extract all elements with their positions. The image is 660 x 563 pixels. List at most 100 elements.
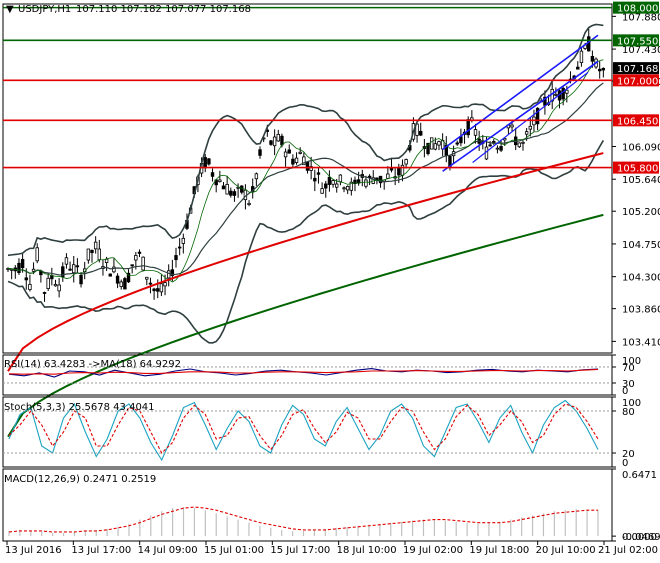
ma-red-line bbox=[7, 152, 604, 372]
rsi-frame bbox=[2, 354, 613, 396]
candle-body bbox=[159, 283, 164, 293]
candle-body bbox=[324, 183, 328, 189]
level-tag bbox=[613, 34, 659, 47]
time-tick-label: 13 Jul 2016 bbox=[5, 545, 62, 556]
stoch-tick-label: 100 bbox=[622, 398, 641, 409]
candle-body bbox=[57, 284, 61, 292]
time-tick-label: 14 Jul 09:00 bbox=[138, 545, 198, 556]
candle-body bbox=[459, 136, 463, 144]
candle-body bbox=[327, 176, 332, 185]
time-tick-label: 13 Jul 17:00 bbox=[71, 545, 131, 556]
candle-body bbox=[579, 50, 584, 64]
current-price-label: 107.168 bbox=[617, 64, 658, 75]
candle-body bbox=[108, 273, 112, 277]
candle-body bbox=[419, 130, 423, 136]
candle-body bbox=[68, 268, 72, 271]
candle-body bbox=[400, 164, 405, 176]
candle-body bbox=[79, 274, 83, 285]
fast-ma bbox=[7, 59, 604, 283]
candle-body bbox=[130, 264, 134, 267]
bollinger-lower bbox=[7, 140, 605, 344]
candle-body bbox=[437, 141, 441, 146]
stoch-label: Stoch(5,3,3) 25.5678 43.4041 bbox=[4, 402, 155, 413]
macd-tick-label: 0.0000 bbox=[622, 532, 657, 543]
candle-body bbox=[517, 142, 522, 148]
candle-body bbox=[331, 180, 335, 185]
candle-body bbox=[302, 156, 306, 166]
candle-body bbox=[466, 119, 470, 136]
price-tick-label: 106.090 bbox=[622, 143, 660, 154]
candle-body bbox=[499, 146, 503, 151]
candle-body bbox=[375, 177, 379, 181]
candle-body bbox=[35, 247, 39, 262]
candle-body bbox=[316, 172, 321, 175]
time-tick-label: 21 Jul 02:00 bbox=[598, 545, 658, 556]
candle-body bbox=[141, 256, 145, 271]
candle-body bbox=[46, 277, 50, 289]
candle-body bbox=[221, 185, 226, 190]
candle-body bbox=[72, 264, 76, 274]
candle-body bbox=[247, 202, 251, 205]
candle-body bbox=[291, 158, 295, 165]
stoch-frame bbox=[2, 396, 613, 468]
price-tick-label: 104.750 bbox=[622, 240, 660, 251]
price-tick-label: 107.430 bbox=[622, 45, 660, 56]
rsi-tick-label: 100 bbox=[622, 356, 641, 367]
symbol-title: USDJPY,H1 bbox=[18, 4, 71, 15]
time-tick-label: 19 Jul 02:00 bbox=[403, 545, 463, 556]
candle-body bbox=[510, 124, 514, 128]
time-tick-label: 19 Jul 18:00 bbox=[469, 545, 529, 556]
candle-body bbox=[148, 282, 153, 285]
price-pane[interactable]: 107.880107.430106.990106.090105.640105.2… bbox=[2, 1, 660, 438]
candle-body bbox=[335, 183, 339, 188]
rsi-tick-label: 0 bbox=[622, 386, 628, 397]
level-tag bbox=[613, 161, 659, 174]
candle-body bbox=[232, 191, 237, 196]
candle-body bbox=[590, 55, 595, 62]
candle-body bbox=[174, 255, 178, 261]
candle-body bbox=[426, 142, 430, 155]
candle-body bbox=[24, 277, 28, 281]
candle-body bbox=[283, 151, 288, 158]
candle-body bbox=[565, 89, 569, 94]
candle-body bbox=[269, 140, 273, 145]
dropdown-arrow-icon[interactable]: ▼ bbox=[6, 4, 14, 15]
candle-body bbox=[495, 147, 500, 150]
level-tag-label: 106.450 bbox=[617, 116, 658, 127]
candle-body bbox=[75, 265, 80, 268]
candle-body bbox=[455, 142, 459, 145]
candle-body bbox=[345, 186, 350, 191]
macd-pane[interactable]: 0.6471 0.0000-0.0469 bbox=[2, 468, 660, 543]
candle-body bbox=[521, 141, 525, 144]
candle-body bbox=[112, 266, 116, 273]
candle-body bbox=[86, 248, 91, 261]
candle-body bbox=[404, 159, 408, 165]
bollinger-middle bbox=[7, 82, 604, 276]
candle-body bbox=[17, 262, 21, 273]
candle-body bbox=[528, 125, 532, 130]
time-tick-label: 15 Jul 01:00 bbox=[204, 545, 264, 556]
price-tick-label: 105.200 bbox=[622, 207, 660, 218]
candle-body bbox=[28, 284, 32, 290]
candle-body bbox=[115, 275, 120, 284]
candle-body bbox=[104, 258, 109, 263]
ohlc-readout: 107.110 107.182 107.077 107.168 bbox=[76, 4, 251, 15]
stoch-main-line bbox=[8, 399, 599, 462]
time-axis: 13 Jul 2016 13 Jul 17:00 14 Jul 09:00 15 Ju… bbox=[5, 541, 658, 556]
price-tick-label: 103.410 bbox=[622, 337, 660, 348]
candle-body bbox=[163, 282, 167, 287]
bollinger-upper bbox=[7, 23, 604, 257]
candle-body bbox=[313, 177, 317, 182]
candle-body bbox=[137, 251, 142, 254]
candle-body bbox=[20, 259, 25, 269]
rsi-ma_values-line bbox=[8, 368, 599, 375]
candle-body bbox=[145, 276, 149, 280]
candle-body bbox=[429, 137, 434, 150]
macd-frame bbox=[2, 468, 613, 542]
candle-body bbox=[93, 241, 98, 250]
candle-body bbox=[123, 278, 127, 290]
